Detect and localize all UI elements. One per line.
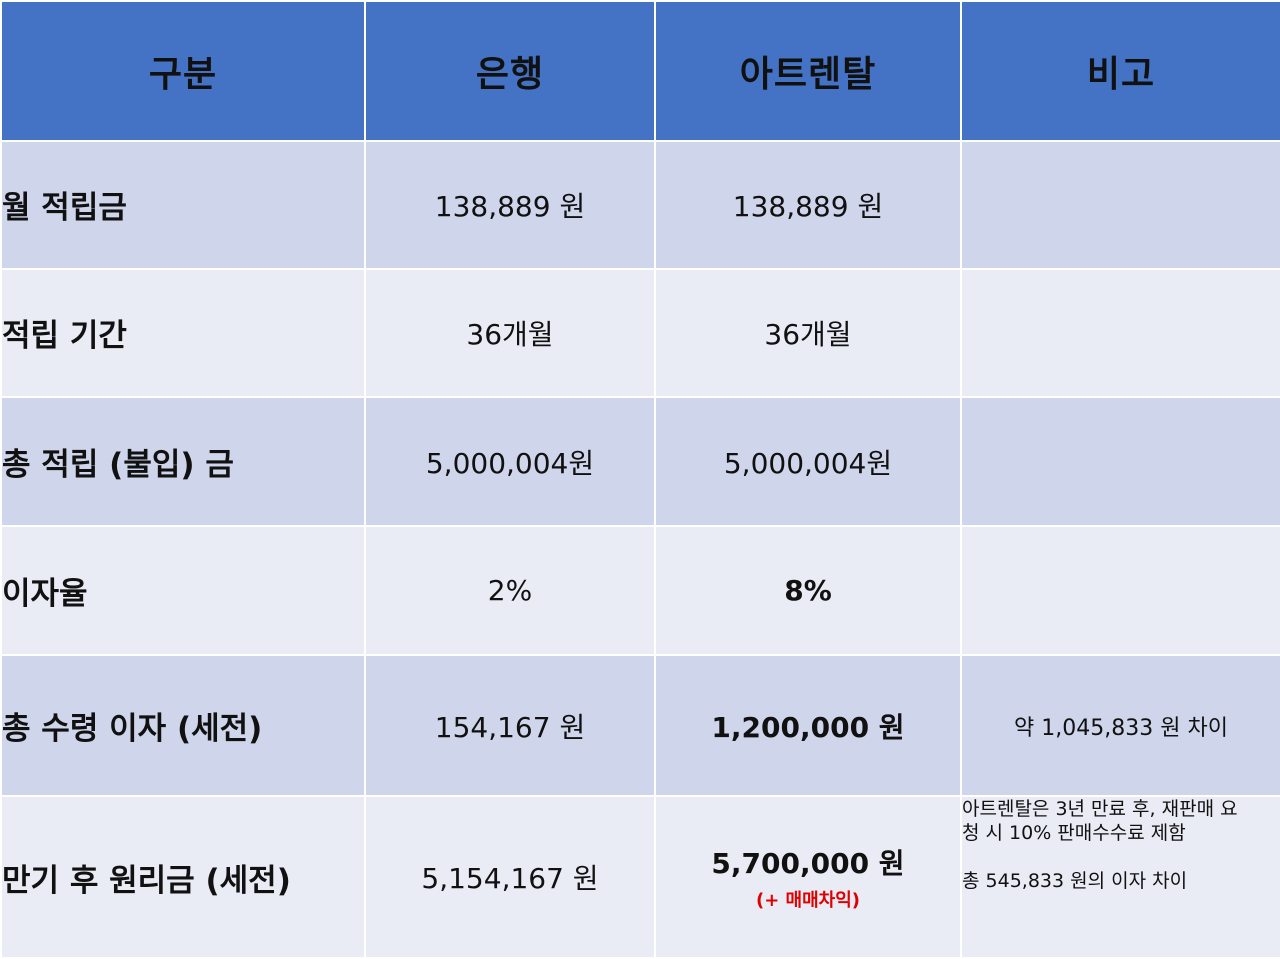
table-row: 이자율 2% 8% <box>0 524 1280 657</box>
bank-value: 138,889 원 <box>364 140 656 270</box>
header-row: 구분 은행 아트렌탈 비고 <box>0 0 1280 142</box>
table-row: 총 수령 이자 (세전) 154,167 원 1,200,000 원 약 1,0… <box>0 654 1280 798</box>
remarks-value <box>960 524 1280 657</box>
row-label: 총 수령 이자 (세전) <box>0 654 366 798</box>
artrental-value-cell: 5,700,000 원 (+ 매매차익) <box>654 795 962 959</box>
header-category: 구분 <box>0 0 366 142</box>
remarks-value <box>960 267 1280 399</box>
row-label: 적립 기간 <box>0 267 366 399</box>
row-label: 월 적립금 <box>0 140 366 270</box>
row-label: 총 적립 (불입) 금 <box>0 396 366 527</box>
bank-value: 36개월 <box>364 267 656 399</box>
header-artrental: 아트렌탈 <box>654 0 962 142</box>
bank-value: 2% <box>364 524 656 657</box>
table-row: 적립 기간 36개월 36개월 <box>0 267 1280 399</box>
artrental-value: 5,700,000 원 <box>711 847 905 881</box>
row-label: 만기 후 원리금 (세전) <box>0 795 366 959</box>
artrental-value: 8% <box>654 524 962 657</box>
remarks-value <box>960 396 1280 527</box>
bank-value: 5,154,167 원 <box>364 795 656 959</box>
table-row: 만기 후 원리금 (세전) 5,154,167 원 5,700,000 원 (+… <box>0 795 1280 959</box>
artrental-value: 1,200,000 원 <box>654 654 962 798</box>
remarks-value: 약 1,045,833 원 차이 <box>960 654 1280 798</box>
bank-value: 5,000,004원 <box>364 396 656 527</box>
remarks-line: 청 시 10% 판매수수료 제함 <box>962 822 1186 845</box>
artrental-subnote: (+ 매매차익) <box>755 890 861 912</box>
remarks-cell: 아트렌탈은 3년 만료 후, 재판매 요 청 시 10% 판매수수료 제함 총 … <box>960 795 1280 959</box>
row-label: 이자율 <box>0 524 366 657</box>
remarks-line: 총 545,833 원의 이자 차이 <box>962 870 1188 893</box>
remarks-spacer <box>963 845 1279 869</box>
table-row: 총 적립 (불입) 금 5,000,004원 5,000,004원 <box>0 396 1280 527</box>
remarks-line: 아트렌탈은 3년 만료 후, 재판매 요 <box>962 798 1238 821</box>
bank-value: 154,167 원 <box>364 654 656 798</box>
header-remarks: 비고 <box>960 0 1280 142</box>
artrental-value: 138,889 원 <box>654 140 962 270</box>
table-row: 월 적립금 138,889 원 138,889 원 <box>0 140 1280 270</box>
artrental-value: 5,000,004원 <box>654 396 962 527</box>
header-bank: 은행 <box>364 0 656 142</box>
remarks-value <box>960 140 1280 270</box>
artrental-value: 36개월 <box>654 267 962 399</box>
